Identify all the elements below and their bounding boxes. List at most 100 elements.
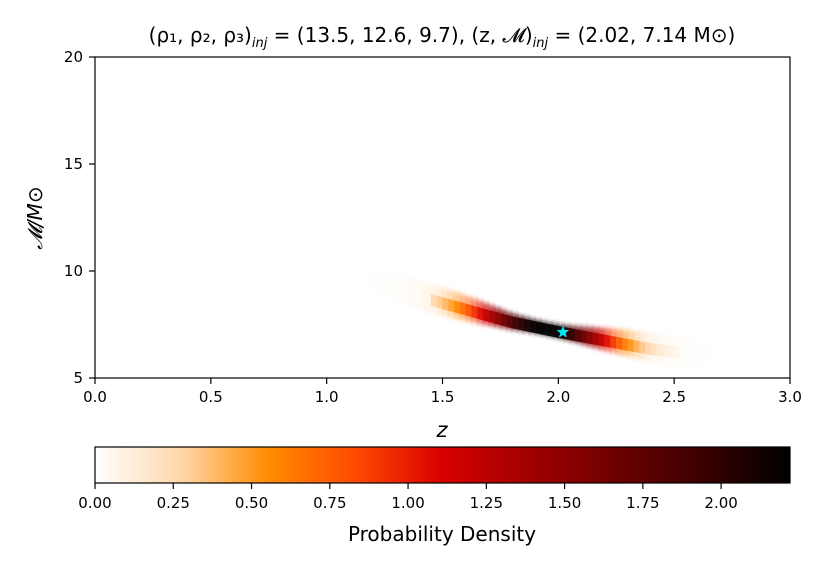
density-core-cell — [622, 337, 628, 351]
colorbar-ticks: 0.00 0.25 0.50 0.75 1.00 1.25 1.50 1.75 2.00 — [78, 483, 738, 512]
density-cell — [407, 276, 414, 309]
density-core-cell — [483, 308, 489, 322]
plot-frame — [94, 56, 791, 379]
density-core-cell — [448, 298, 455, 313]
density-band — [234, 189, 750, 375]
density-cell — [703, 339, 709, 371]
y-tick-label: 15 — [64, 155, 83, 173]
density-cell — [349, 254, 356, 289]
density-core-cell — [639, 340, 646, 355]
density-core-cell — [540, 322, 547, 336]
density-cell — [361, 259, 368, 293]
colorbar-tick-label: 0.25 — [157, 494, 190, 512]
density-cell — [315, 238, 321, 273]
density-core-cell — [442, 297, 449, 311]
density-core-cell — [471, 305, 478, 319]
density-cell — [355, 257, 362, 291]
colorbar-label: Probability Density — [348, 522, 536, 546]
density-core-cell — [581, 330, 588, 344]
injection-star — [556, 325, 570, 338]
density-core-cell — [529, 319, 536, 334]
density-core-cell — [523, 318, 530, 332]
density-cell — [685, 336, 692, 369]
colorbar-tick-label: 1.00 — [391, 494, 424, 512]
density-core-cell — [500, 313, 507, 327]
density-cell — [708, 339, 715, 372]
density-core-cell — [645, 342, 651, 356]
density-core-cell — [651, 343, 657, 356]
density-core-cell — [627, 338, 634, 352]
density-cell — [737, 343, 744, 375]
x-axis-ticks: 0.0 0.5 1.0 1.5 2.0 2.5 3.0 — [83, 378, 802, 406]
density-core-cell — [546, 323, 553, 337]
x-tick-label: 2.0 — [546, 388, 570, 406]
density-core-cell — [430, 293, 437, 308]
density-core-cell — [674, 346, 680, 360]
density-cell — [251, 200, 258, 236]
density-cell — [303, 232, 310, 267]
density-core-cell — [668, 345, 675, 359]
density-core-cell — [633, 339, 640, 353]
density-core-cell — [598, 333, 605, 347]
density-cell — [268, 212, 275, 247]
density-core-cell — [436, 295, 443, 310]
density-cell — [401, 274, 408, 307]
density-core-cell — [494, 311, 501, 326]
density-cell — [332, 247, 339, 281]
density-cell — [280, 219, 287, 254]
colorbar-tick-label: 0.50 — [235, 494, 268, 512]
x-tick-label: 0.5 — [199, 388, 223, 406]
density-cell — [239, 193, 246, 228]
density-cell — [309, 235, 316, 270]
x-tick-label: 3.0 — [778, 388, 802, 406]
colorbar-tick-label: 2.00 — [704, 494, 737, 512]
density-cell — [697, 338, 704, 370]
density-cell — [291, 226, 298, 261]
density-cell — [262, 208, 269, 243]
density-cell — [714, 340, 721, 372]
density-cell — [367, 262, 373, 296]
density-cell — [344, 252, 350, 286]
x-tick-label: 0.0 — [83, 388, 107, 406]
density-core-cell — [517, 317, 524, 331]
colorbar-tick-label: 0.00 — [78, 494, 111, 512]
density-cell — [373, 264, 379, 298]
density-cell — [338, 250, 345, 284]
density-cell — [234, 189, 240, 225]
colorbar — [94, 446, 791, 484]
density-cell — [425, 282, 431, 313]
density-cell — [245, 197, 252, 232]
density-cell — [286, 222, 292, 257]
density-core-cell — [477, 306, 484, 321]
density-core-cell — [454, 300, 460, 314]
density-cell — [378, 266, 385, 300]
density-cell — [691, 337, 698, 370]
density-cell — [390, 270, 397, 303]
colorbar-tick-label: 0.75 — [313, 494, 346, 512]
density-core-cell — [465, 303, 472, 318]
chart-title: (ρ₁, ρ₂, ρ₃)inj = (13.5, 12.6, 9.7), (z,… — [149, 23, 736, 51]
colorbar-tick-label: 1.25 — [470, 494, 503, 512]
x-axis-label: z — [435, 418, 448, 442]
density-core-cell — [569, 328, 576, 342]
density-cell — [396, 272, 402, 305]
density-core-cell — [535, 321, 541, 335]
density-core-cell — [459, 301, 466, 316]
density-cell — [679, 336, 686, 368]
density-cell — [257, 204, 263, 240]
density-cell — [419, 280, 426, 312]
density-core-cell — [575, 329, 582, 343]
y-axis-label: 𝓜/M⊙ — [23, 186, 47, 249]
density-core-cell — [610, 335, 617, 349]
density-core-cell — [593, 332, 599, 346]
x-tick-label: 2.5 — [662, 388, 686, 406]
y-tick-label: 5 — [73, 369, 83, 387]
y-tick-label: 20 — [64, 48, 83, 66]
density-cell — [384, 268, 391, 301]
density-cell — [726, 341, 733, 374]
density-cell — [720, 341, 727, 373]
density-core-cell — [604, 334, 611, 348]
density-core-cell — [552, 324, 559, 338]
density-core-cell — [587, 331, 594, 345]
